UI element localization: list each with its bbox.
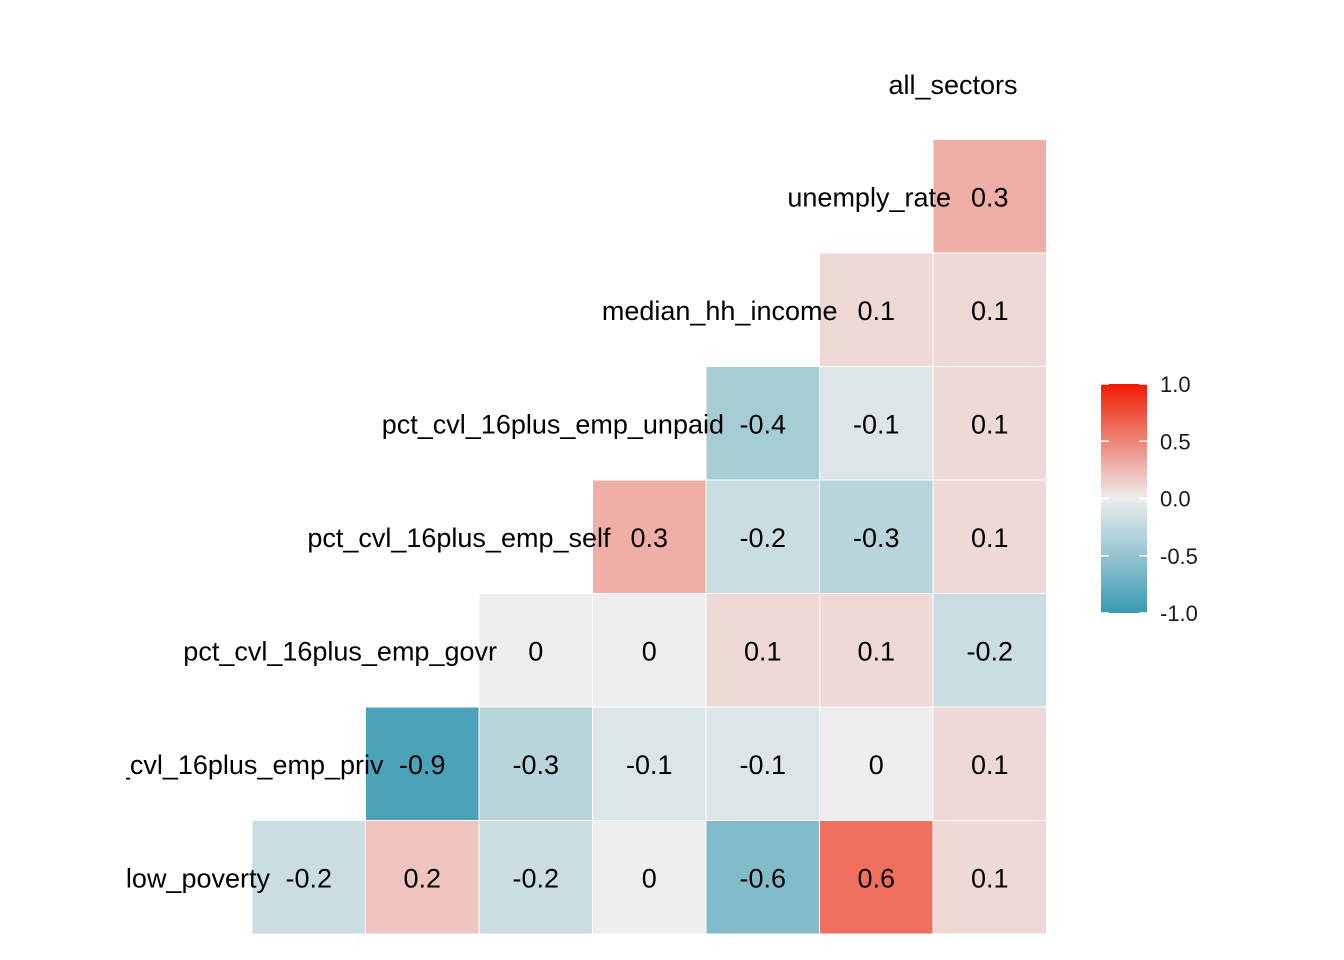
cell-value-label: -0.9 [399,750,446,780]
heatmap-cell [251,820,366,935]
heatmap-cell [592,706,707,821]
legend-tick-label: 0.0 [1160,487,1191,512]
cell-value-label: 0.1 [971,863,1009,893]
heatmap-cell [478,593,593,708]
cell-value-label: -0.1 [626,750,673,780]
row-variable-label: pct_cvl_16plus_emp_unpaid [382,409,724,439]
legend-tick-label: -0.5 [1160,544,1198,569]
cell-value-label: 0.3 [630,523,668,553]
heatmap-cell [705,366,820,481]
cell-value-labels: -0.2 0.2 -0.2 0 -0.6 0.6 0.1 -0.9 -0.3 -0.1 -0.1 0 0… [285,182,1013,893]
row-variable-label: below_poverty [96,863,271,893]
row-variable-label: unemply_rate [787,182,951,212]
heatmap-cell [592,479,707,594]
heatmap-cell [478,706,593,821]
cell-value-label: 0 [869,750,884,780]
heatmap-cell [932,139,1047,254]
cell-value-label: -0.6 [739,863,786,893]
cell-value-label: -0.3 [512,750,559,780]
legend-tick-label: 1.0 [1160,372,1191,397]
heatmap-cell [705,479,820,594]
cell-value-label: 0.2 [403,863,441,893]
cell-value-label: 0 [528,636,543,666]
cell-value-label: -0.4 [739,409,786,439]
heatmap-cell [592,593,707,708]
heatmap-cell [932,366,1047,481]
heatmap-cell [705,593,820,708]
row-variable-label: pct_cvl_16plus_emp_govr [183,636,497,666]
heatmap-cell [819,479,934,594]
cell-value-label: 0 [642,636,657,666]
cell-value-label: 0.1 [971,750,1009,780]
cell-value-label: 0.1 [971,296,1009,326]
cell-value-label: -0.2 [512,863,559,893]
heatmap-cell [365,706,480,821]
legend-tick-label: 0.5 [1160,429,1191,454]
row-variable-label: pct_cvl_16plus_emp_priv [79,750,384,780]
heatmap-cell [932,820,1047,935]
cell-value-label: -0.1 [739,750,786,780]
cell-value-label: -0.1 [853,409,900,439]
heatmap-cell [592,820,707,935]
cell-value-label: 0.1 [857,636,895,666]
cell-value-label: 0 [642,863,657,893]
cell-value-label: -0.2 [966,636,1013,666]
top-variable-label: all_sectors [888,70,1017,100]
legend-tick-label: -1.0 [1160,601,1198,626]
heatmap-cell [819,593,934,708]
cell-value-label: -0.2 [739,523,786,553]
row-variable-label: pct_cvl_16plus_emp_self [307,523,611,553]
heatmap-cell [932,593,1047,708]
cell-value-label: 0.1 [857,296,895,326]
cell-value-label: -0.2 [285,863,332,893]
cell-value-label: 0.6 [857,863,895,893]
row-labels: below_poverty pct_cvl_16plus_emp_priv pct_… [79,182,951,893]
row-variable-label: median_hh_income [602,296,838,326]
cell-value-label: 0.1 [971,409,1009,439]
color-legend: 1.0 0.5 0.0 -0.5 -1.0 [1101,372,1198,626]
cell-value-label: 0.1 [971,523,1009,553]
heatmap-cells [251,139,1047,935]
heatmap-cell [705,820,820,935]
cell-value-label: 0.3 [971,182,1009,212]
heatmap-cell [365,820,480,935]
cell-value-label: 0.1 [744,636,782,666]
heatmap-cell [932,706,1047,821]
heatmap-cell [819,706,934,821]
heatmap-cell [932,252,1047,367]
cell-value-label: -0.3 [853,523,900,553]
heatmap-cell [819,820,934,935]
